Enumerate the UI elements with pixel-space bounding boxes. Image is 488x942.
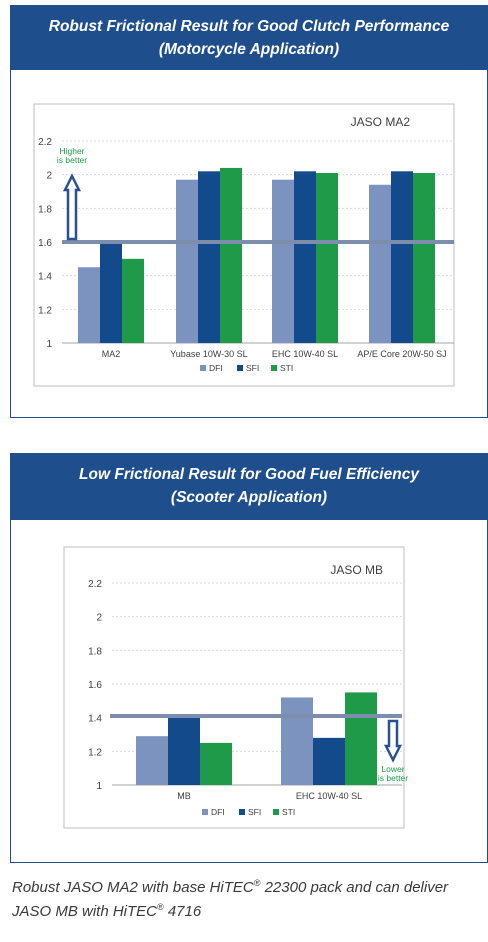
legend-swatch (239, 809, 245, 815)
y-tick-label: 1.2 (88, 747, 102, 758)
legend-swatch (271, 365, 277, 371)
category-label: EHC 10W-40 SL (296, 791, 362, 801)
legend-label: SFI (246, 363, 259, 373)
panel-header: Robust Frictional Result for Good Clutch… (11, 6, 487, 70)
bar-sfi (313, 737, 345, 785)
bar-dfi (78, 267, 100, 343)
arrow-label: Lower (381, 764, 404, 774)
panel-header: Low Frictional Result for Good Fuel Effi… (11, 454, 487, 520)
bar-sfi (198, 171, 220, 343)
bar-sfi (391, 171, 413, 343)
category-label: MA2 (102, 349, 121, 359)
y-tick-label: 2 (96, 613, 102, 624)
caption-text: Robust JASO MA2 with base HiTEC (12, 879, 254, 896)
legend-label: SFI (248, 807, 261, 817)
registered-mark: ® (157, 902, 164, 912)
y-tick-label: 2.2 (88, 579, 102, 590)
category-label: EHC 10W-40 SL (272, 349, 338, 359)
bar-sti (413, 172, 435, 343)
direction-arrow-icon (383, 719, 403, 763)
bar-dfi (272, 179, 294, 343)
y-tick-label: 1.4 (88, 714, 102, 725)
caption-line-1: Robust JASO MA2 with base HiTEC® 22300 p… (12, 876, 482, 900)
caption-text: JASO MB with HiTEC (12, 903, 158, 920)
bar-dfi (281, 697, 313, 785)
chart-title: JASO MB (330, 563, 383, 577)
plot-frame (63, 546, 405, 829)
arrow-label: Higher (59, 146, 84, 156)
bar-sfi (100, 243, 122, 343)
bar-sti (220, 167, 242, 343)
category-label: Yubase 10W-30 SL (170, 349, 247, 359)
figure-caption: Robust JASO MA2 with base HiTEC® 22300 p… (12, 876, 482, 924)
bar-sfi (294, 171, 316, 343)
y-tick-label: 1.8 (88, 646, 102, 657)
y-tick-label: 2.2 (38, 137, 52, 148)
y-tick-label: 1 (46, 339, 52, 350)
bar-sti (316, 172, 338, 343)
category-label: MB (177, 791, 191, 801)
legend-label: STI (282, 807, 295, 817)
bar-sti (200, 742, 232, 785)
legend-label: DFI (209, 363, 223, 373)
y-tick-label: 1.8 (38, 204, 52, 215)
y-tick-label: 1.6 (38, 238, 52, 249)
registered-mark: ® (253, 878, 261, 888)
legend-label: STI (280, 363, 293, 373)
bar-dfi (136, 736, 168, 785)
legend-label: DFI (211, 807, 225, 817)
legend-swatch (237, 365, 243, 371)
y-tick-label: 2 (46, 171, 52, 182)
bar-dfi (176, 179, 198, 343)
arrow-label: is better (378, 773, 408, 783)
caption-text: 22300 pack and can deliver (260, 879, 449, 896)
caption-line-2: JASO MB with HiTEC® 4716 (12, 900, 482, 924)
legend-swatch (202, 809, 208, 815)
bar-dfi (369, 184, 391, 343)
caption-text: 4716 (163, 903, 202, 920)
panel-subtitle: (Scooter Application) (170, 489, 328, 506)
y-tick-label: 1.4 (38, 272, 52, 283)
bar-sti (345, 692, 377, 785)
bar-sti (122, 258, 144, 343)
category-label: AP/E Core 20W-50 SJ (357, 349, 446, 359)
y-tick-label: 1.6 (88, 680, 102, 691)
legend-swatch (200, 365, 206, 371)
y-tick-label: 1.2 (38, 305, 52, 316)
panel-title: Low Frictional Result for Good Fuel Effi… (79, 466, 419, 483)
legend-swatch (273, 809, 279, 815)
arrow-label: is better (57, 155, 87, 165)
direction-arrow-icon (62, 173, 82, 241)
panel-subtitle: (Motorcycle Application) (158, 41, 340, 58)
chart-title: JASO MA2 (351, 115, 411, 129)
panel-title: Robust Frictional Result for Good Clutch… (48, 18, 450, 35)
y-tick-label: 1 (96, 781, 102, 792)
bar-sfi (168, 717, 200, 785)
